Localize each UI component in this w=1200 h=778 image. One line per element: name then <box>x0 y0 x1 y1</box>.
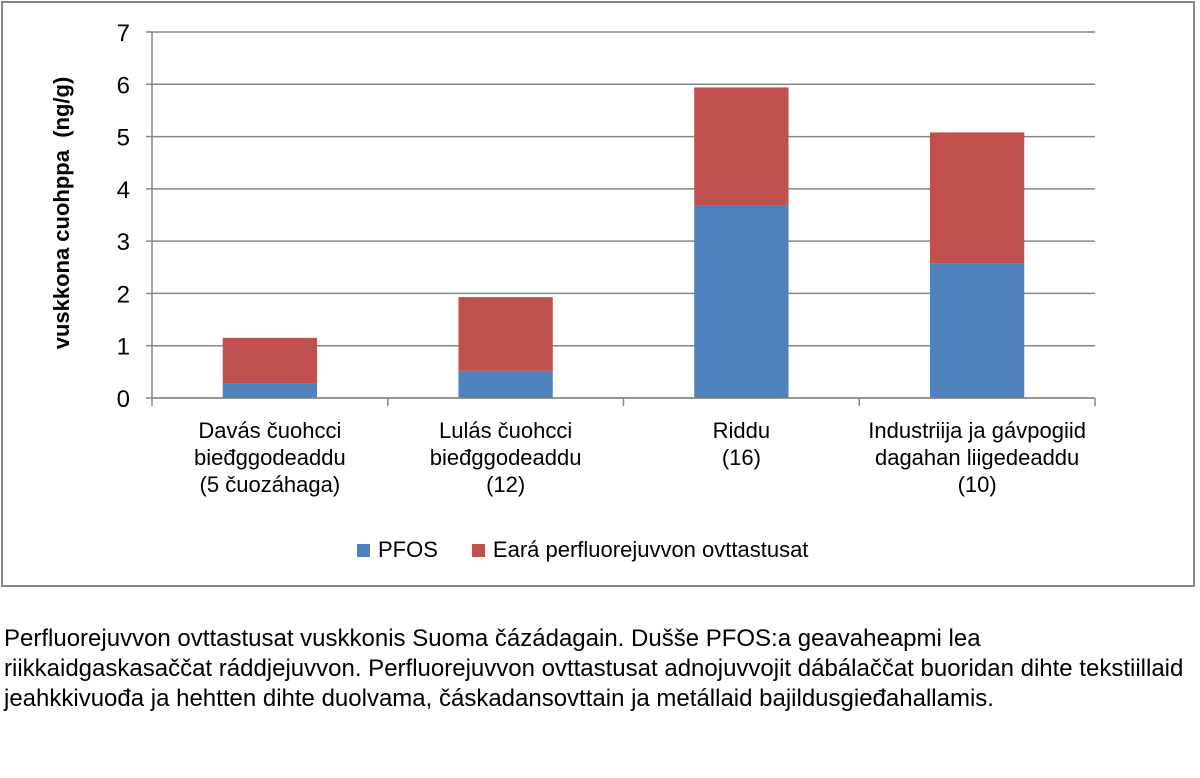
x-category-label-line: (12) <box>486 472 526 497</box>
bar-other <box>694 87 789 206</box>
bar-other <box>458 297 553 371</box>
x-category-label-line: Davás čuohcci <box>198 418 342 443</box>
x-category-label: Industriija ja gávpogiid dagahan liigedea… <box>847 417 1107 498</box>
bar-pfos <box>694 205 789 398</box>
bar-pfos <box>458 370 553 398</box>
y-tick-label: 7 <box>117 20 130 47</box>
x-category-label-line: (16) <box>721 445 761 470</box>
y-tick-label: 5 <box>117 125 130 152</box>
figure-caption: Perfluorejuvvon ovttastusat vuskkonis Su… <box>4 625 1184 712</box>
y-tick-label: 3 <box>117 229 130 256</box>
x-category-label-line: bieđggodeaddu <box>194 445 346 470</box>
x-category-label-line: (10) <box>957 472 997 497</box>
x-category-label: Lulás čuohcci bieđggodeaddu (12) <box>376 417 636 498</box>
stacked-bar-chart: 0 1 2 3 4 5 6 7 <box>117 20 1096 413</box>
y-tick-label: 2 <box>117 281 130 308</box>
y-tick-label: 6 <box>117 72 130 99</box>
legend-swatch-other <box>471 543 485 557</box>
x-category-label-line: Riddu <box>712 418 771 443</box>
bar-other <box>222 337 318 384</box>
x-category-label-line: Lulás čuohcci <box>438 418 573 443</box>
chart-frame <box>1 1 1195 587</box>
y-axis-label: vuskkona cuohppa (ng/g) <box>49 76 74 350</box>
legend: PFOS Eará perfluorejuvvon ovttastusat <box>357 537 808 563</box>
x-category-label: Riddu (16) <box>611 417 871 471</box>
y-tick-label: 0 <box>117 386 130 413</box>
x-category-label-line: dagahan liigedeaddu <box>874 445 1080 470</box>
legend-label-pfos: PFOS <box>378 537 438 562</box>
bar-pfos <box>929 263 1025 398</box>
bar-pfos <box>222 383 318 398</box>
x-category-label: Davás čuohcci bieđggodeaddu (5 čuozáhaga) <box>140 417 400 498</box>
legend-swatch-pfos <box>357 543 370 557</box>
legend-label-other: Eará perfluorejuvvon ovttastusat <box>492 537 809 562</box>
x-category-label-line: (5 čuozáhaga) <box>199 472 341 497</box>
x-category-label-line: bieđggodeaddu <box>429 445 582 470</box>
y-tick-label: 1 <box>117 334 130 361</box>
y-tick-label: 4 <box>117 177 130 204</box>
x-category-label-line: Industriija ja gávpogiid <box>868 418 1086 443</box>
bar-other <box>929 132 1025 264</box>
